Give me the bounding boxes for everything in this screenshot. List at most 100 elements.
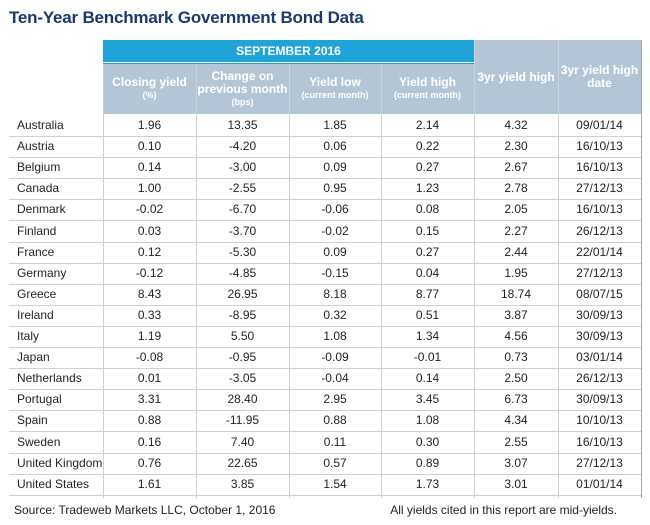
column-header-3yr-yield-high: 3yr yield high: [474, 40, 558, 114]
column-header-label: Closing yield: [112, 75, 187, 89]
cell-closing-yield: 8.43: [137, 286, 162, 301]
cell-change-on-previous-month: 13.35: [227, 118, 258, 132]
table-row: Greece 8.43 26.95 8.18 8.77 18.74 08/07/15: [9, 284, 641, 306]
country-name: Denmark: [17, 202, 66, 217]
country-name: Greece: [17, 286, 57, 301]
table-row: Ireland 0.33 -8.95 0.32 0.51 3.87 30/09/13: [9, 305, 641, 327]
column-header-label: 3yr yield high date: [560, 63, 639, 90]
column-header-yield-high: Yield high (current month): [381, 64, 474, 114]
cell-closing-yield: 0.12: [137, 244, 162, 259]
column-header-yield-low: Yield low (current month): [289, 64, 381, 114]
cell-3yr-yield-high-date: 22/01/14: [576, 244, 623, 259]
table-row: Netherlands 0.01 -3.05 -0.04 0.14 2.50 26/12/1…: [9, 368, 641, 391]
column-divider: [196, 64, 197, 498]
cell-yield-high: 1.23: [415, 181, 440, 196]
cell-change-on-previous-month: 7.40: [230, 434, 255, 449]
cell-yield-high: 0.89: [415, 455, 440, 470]
column-header-change-on-previous-month: Change on previous month (bps): [196, 64, 289, 114]
cell-closing-yield: -0.08: [135, 350, 164, 365]
cell-closing-yield: 0.76: [137, 455, 162, 470]
column-header-unit: (%): [142, 90, 157, 100]
cell-closing-yield: 3.31: [137, 392, 162, 407]
cell-3yr-yield-high-date: 16/10/13: [576, 434, 623, 449]
cell-yield-high: 8.77: [415, 286, 440, 301]
column-divider: [474, 40, 475, 498]
cell-closing-yield: 0.10: [137, 139, 162, 154]
source-note: Source: Tradeweb Markets LLC, October 1,…: [14, 503, 276, 517]
table-row: Austria 0.10 -4.20 0.06 0.22 2.30 16/10/13: [9, 136, 641, 159]
cell-3yr-yield-high-date: 26/12/13: [576, 371, 623, 386]
cell-closing-yield: 0.01: [137, 371, 162, 386]
country-name: Australia: [17, 118, 64, 132]
table-row: Canada 1.00 -2.55 0.95 1.23 2.78 27/12/13: [9, 178, 641, 201]
country-name: Finland: [17, 223, 57, 238]
cell-yield-low: 1.54: [323, 476, 347, 491]
cell-3yr-yield-high: 4.32: [504, 118, 528, 132]
cell-change-on-previous-month: -5.30: [228, 244, 257, 259]
cell-3yr-yield-high: 6.73: [504, 392, 528, 407]
column-header-unit: (bps): [231, 96, 254, 107]
country-name: Portugal: [17, 392, 62, 407]
cell-change-on-previous-month: -6.70: [228, 202, 257, 217]
cell-yield-high: -0.01: [413, 350, 442, 365]
cell-yield-high: 1.73: [415, 476, 440, 491]
table-row: France 0.12 -5.30 0.09 0.27 2.44 22/01/14: [9, 242, 641, 264]
cell-yield-low: 8.18: [323, 286, 347, 301]
column-divider: [103, 64, 104, 498]
cell-closing-yield: -0.02: [135, 202, 164, 217]
country-name: Ireland: [17, 307, 54, 322]
cell-change-on-previous-month: -0.95: [228, 350, 257, 365]
table-row: Australia 1.96 13.35 1.85 2.14 4.32 09/01/14: [9, 115, 641, 137]
country-name: Belgium: [17, 160, 61, 175]
cell-closing-yield: 1.00: [137, 181, 162, 196]
column-header-unit: (current month): [394, 90, 461, 100]
cell-3yr-yield-high-date: 08/07/15: [576, 286, 623, 301]
country-name: Spain: [17, 413, 48, 428]
table-row: Spain 0.88 -11.95 0.88 1.08 4.34 10/10/13: [9, 410, 641, 433]
group-header-september: SEPTEMBER 2016: [103, 40, 474, 64]
cell-3yr-yield-high-date: 03/01/14: [576, 350, 623, 365]
cell-yield-low: -0.06: [321, 202, 349, 217]
cell-3yr-yield-high-date: 09/01/14: [576, 118, 623, 132]
cell-yield-high: 2.14: [415, 118, 440, 132]
cell-3yr-yield-high-date: 16/10/13: [576, 202, 623, 217]
cell-closing-yield: 1.19: [137, 329, 162, 343]
cell-yield-high: 0.27: [415, 160, 440, 175]
cell-yield-low: 1.08: [323, 329, 347, 343]
cell-yield-high: 0.22: [415, 139, 440, 154]
cell-yield-low: -0.09: [321, 350, 349, 365]
cell-3yr-yield-high: 18.74: [500, 286, 532, 301]
country-name: Japan: [17, 350, 50, 365]
country-name: Canada: [17, 181, 60, 196]
country-name: Netherlands: [17, 371, 82, 386]
cell-3yr-yield-high-date: 16/10/13: [576, 160, 623, 175]
cell-3yr-yield-high: 2.55: [504, 434, 528, 449]
country-name: United Kingdom: [17, 455, 103, 470]
cell-closing-yield: 0.16: [137, 434, 162, 449]
table-row: Denmark -0.02 -6.70 -0.06 0.08 2.05 16/10/13: [9, 199, 641, 222]
cell-yield-low: 0.57: [323, 455, 347, 470]
cell-closing-yield: 0.14: [137, 160, 162, 175]
country-name: France: [17, 244, 55, 259]
cell-yield-high: 1.08: [415, 413, 440, 428]
cell-3yr-yield-high-date: 27/12/13: [576, 265, 623, 280]
cell-yield-low: 0.32: [323, 307, 347, 322]
page-title: Ten-Year Benchmark Government Bond Data: [9, 8, 364, 27]
cell-yield-low: -0.04: [321, 371, 349, 386]
cell-3yr-yield-high-date: 30/09/13: [576, 392, 623, 407]
cell-yield-high: 0.27: [415, 244, 440, 259]
cell-yield-low: 0.95: [323, 181, 347, 196]
column-header-label: Yield low: [309, 75, 361, 89]
cell-change-on-previous-month: -3.00: [228, 160, 257, 175]
column-header-label: 3yr yield high: [477, 69, 555, 84]
bond-table: SEPTEMBER 2016 Closing yield (%) Change on…: [9, 40, 642, 498]
cell-yield-high: 1.34: [415, 329, 440, 343]
cell-3yr-yield-high: 3.87: [504, 307, 528, 322]
column-header-label: Yield high: [399, 75, 456, 89]
country-name: Germany: [17, 265, 67, 280]
cell-yield-low: 0.06: [323, 139, 347, 154]
cell-yield-high: 0.14: [415, 371, 440, 386]
cell-change-on-previous-month: -8.95: [228, 307, 257, 322]
column-divider: [381, 64, 382, 498]
cell-3yr-yield-high-date: 27/12/13: [576, 181, 623, 196]
